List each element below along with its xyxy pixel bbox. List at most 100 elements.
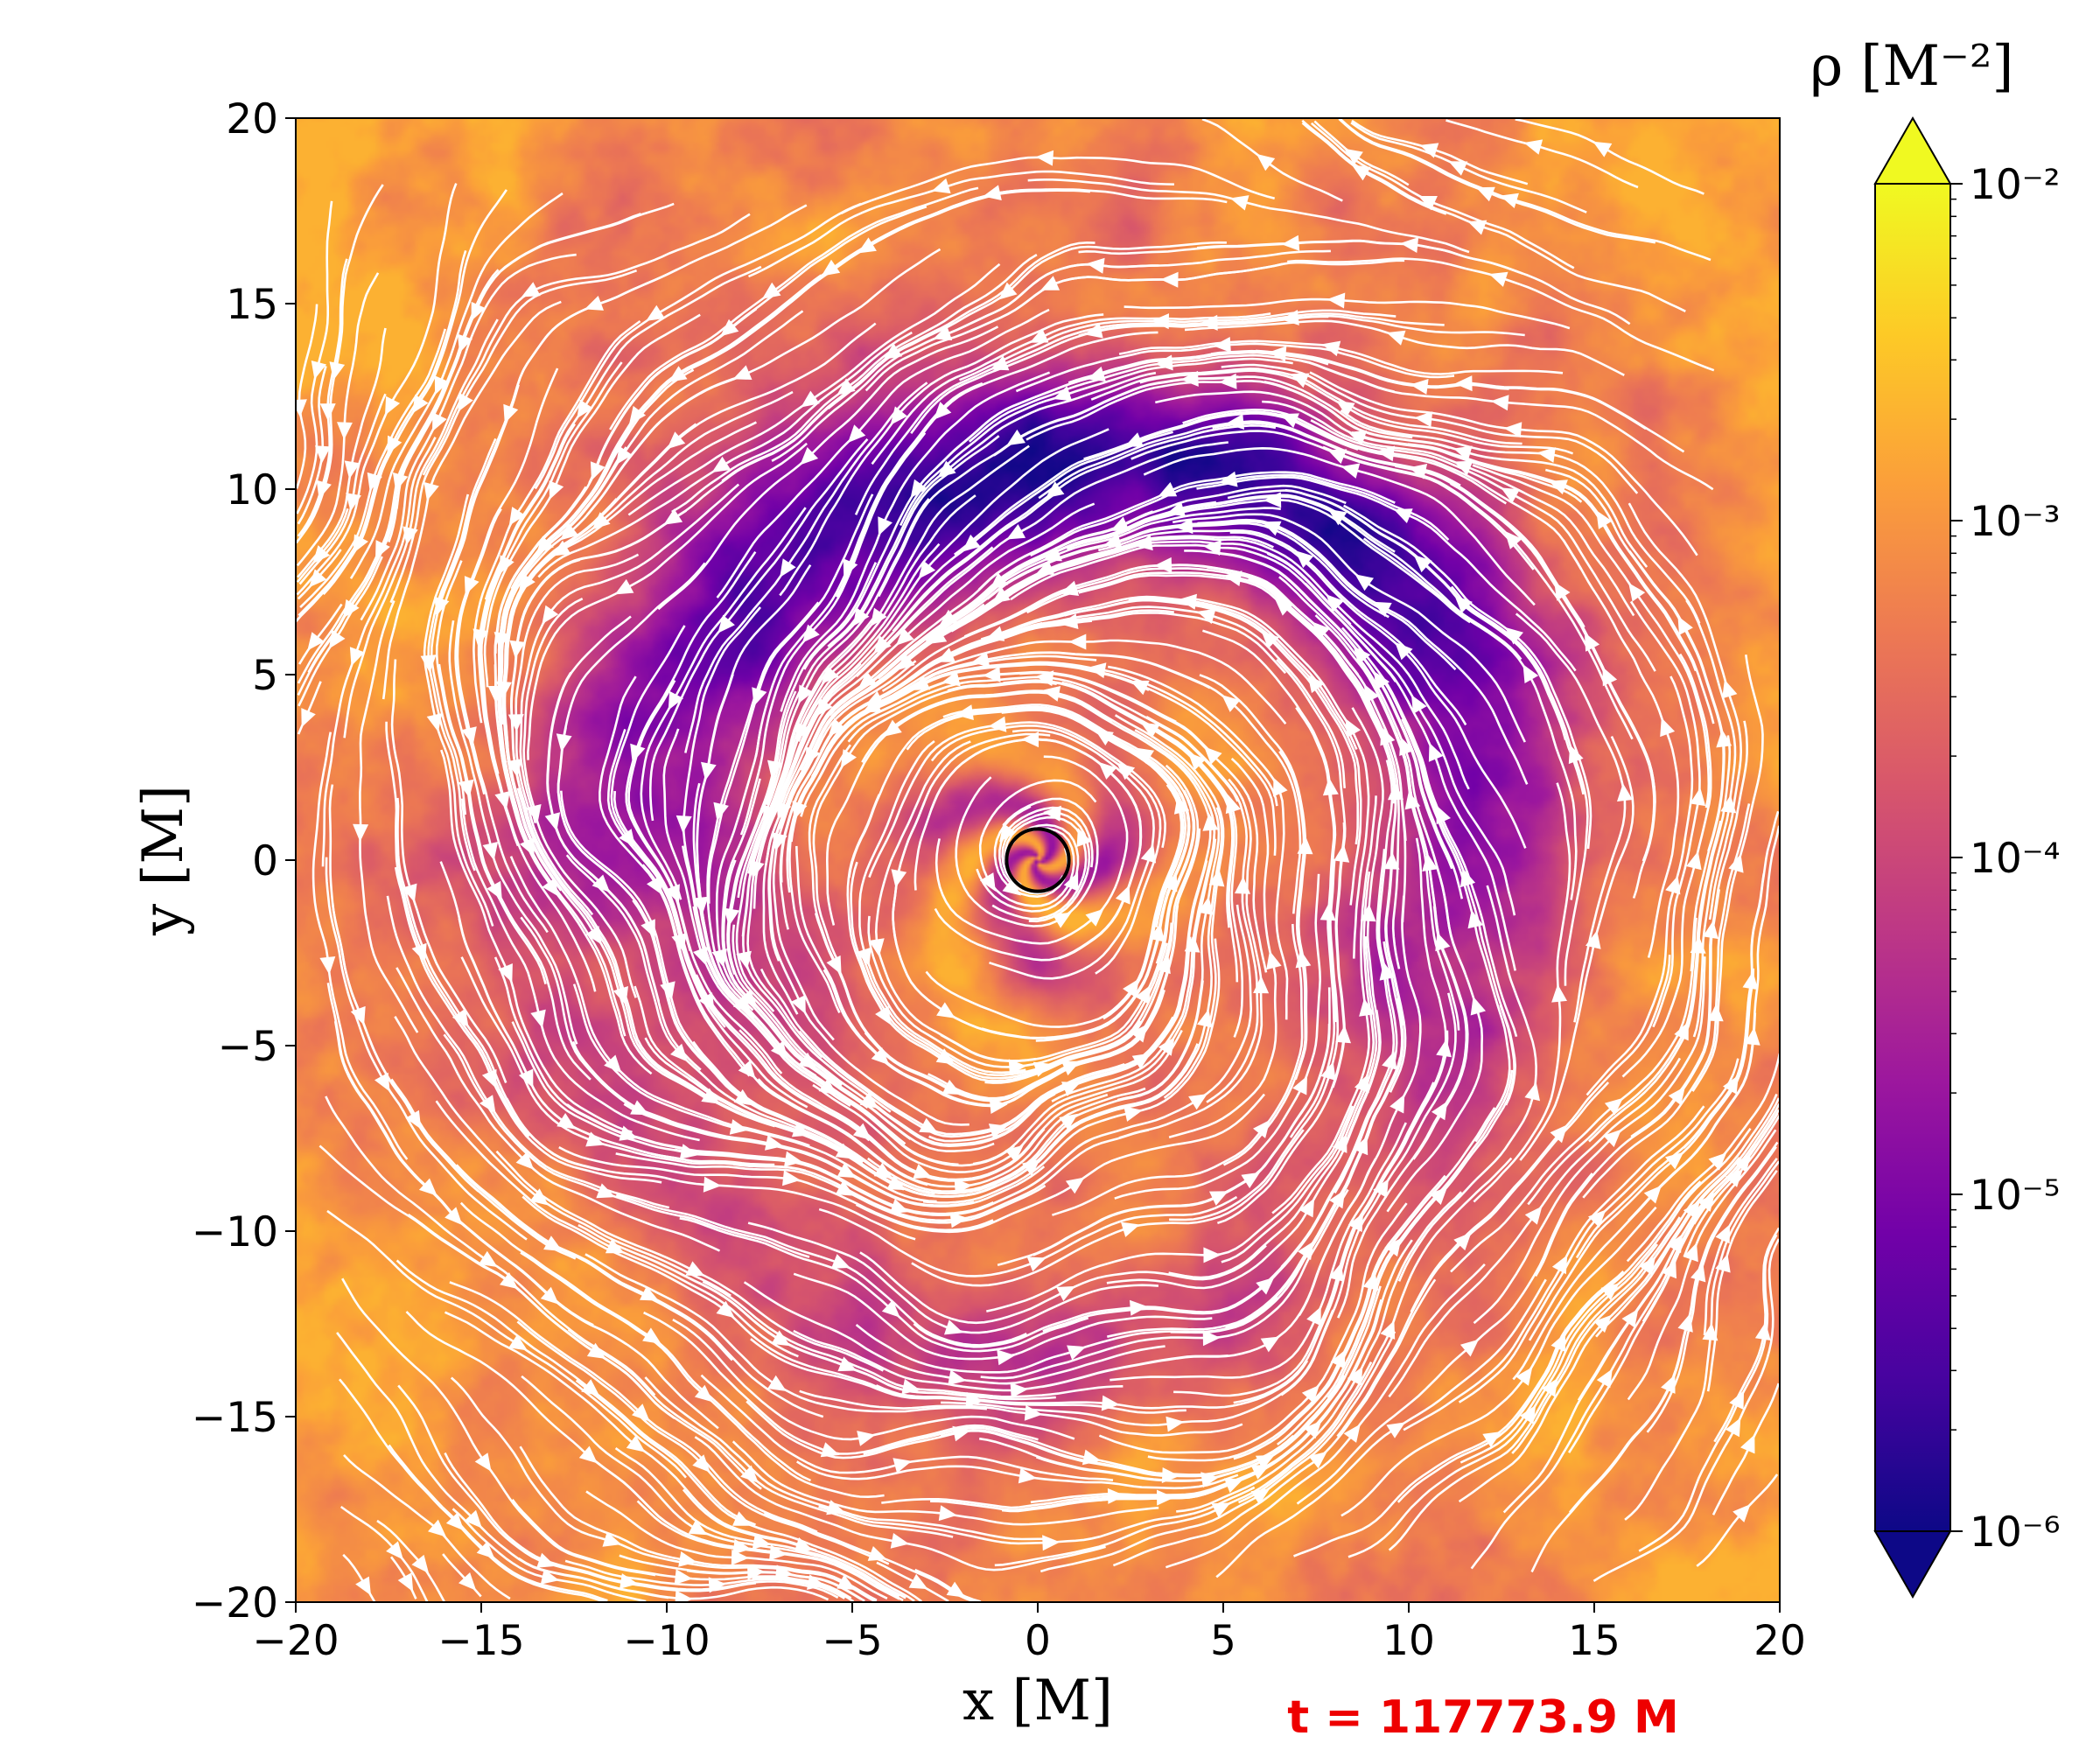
streamline-arrow [344,460,360,480]
streamline-arrow [1454,375,1473,392]
streamline [780,371,1051,712]
streamline-arrow [1045,481,1065,499]
streamline-arrow [642,1327,662,1344]
streamline [925,784,1183,1028]
streamline-arrow [1390,1094,1405,1114]
streamline-arrow [1213,337,1231,353]
streamline-arrow [1198,896,1214,915]
streamline [298,556,383,707]
streamline [452,1508,647,1602]
streamline-arrow [1604,1097,1623,1116]
streamline [322,189,508,596]
streamline [840,156,1276,215]
streamline-arrow [1436,805,1451,825]
streamline [1169,858,1340,1222]
streamline [858,739,1026,1074]
streamline [1280,849,1396,1268]
streamline-arrow [309,569,327,588]
streamline [514,553,640,916]
streamline [1078,239,1523,275]
streamline-arrow [1683,1242,1698,1263]
y-tick-label: −10 [192,1208,278,1256]
streamline [1293,1270,1625,1558]
streamline [299,328,447,609]
streamline [1470,1192,1715,1570]
streamline [1586,676,1694,1096]
streamline [765,435,1000,806]
streamline [998,806,1094,895]
streamline [519,483,740,824]
streamline [1035,1285,1382,1482]
streamline-arrow [1235,876,1250,894]
streamline [484,265,762,600]
streamline [779,502,1096,808]
streamline-arrow [1292,1075,1307,1096]
streamline-arrow [1029,328,1049,343]
streamline [671,253,1038,514]
streamline [615,1194,1027,1347]
streamline-arrow [1683,1200,1700,1220]
streamline-arrow [1588,1209,1606,1228]
streamline [1278,576,1466,974]
streamline-arrow [1380,1320,1396,1340]
streamline-arrow [1395,641,1413,661]
streamline-arrow [1742,971,1759,990]
streamline-arrow [840,749,857,768]
streamline-arrow [1121,1222,1140,1237]
streamline [326,1209,687,1479]
streamline-arrow [1660,718,1676,738]
streamline [977,471,1396,592]
streamline-arrow [412,394,429,414]
streamline-arrow [1503,422,1522,438]
y-tick-label: −15 [192,1394,278,1442]
streamline [575,1379,922,1602]
streamline [585,248,942,516]
streamline-arrow [771,1330,791,1347]
streamline-arrow [1250,1488,1270,1505]
y-tick-label: 0 [252,837,278,886]
streamline-arrow [856,947,872,967]
streamline [850,861,1142,1080]
streamline-arrow [1639,1256,1656,1276]
streamline-arrow [692,1454,710,1473]
streamline-arrow [1052,912,1072,928]
streamline-arrow [544,812,561,831]
streamline-arrow [586,1342,606,1359]
streamline-arrow [1522,664,1539,683]
streamline [1301,122,1447,215]
streamline-arrow [1202,1330,1221,1347]
streamline [934,755,1129,945]
streamline-arrow [577,399,593,419]
streamline-arrow [1130,1299,1148,1316]
streamline [1685,599,1737,1038]
streamline-arrow [663,508,683,525]
streamline [394,1016,732,1297]
streamline [511,1021,892,1208]
streamline [1196,475,1577,672]
streamline-arrow [536,536,554,555]
streamline [359,600,419,1033]
streamline-arrow [471,301,486,321]
streamline-arrow [1448,161,1468,176]
streamline [1351,119,1529,186]
streamline-arrow [780,558,796,578]
streamline-arrow [1261,630,1279,649]
streamline-arrow [1353,646,1371,665]
streamline [455,1164,824,1418]
streamline [1646,1145,1777,1433]
streamline [1212,422,1586,628]
streamline [799,1390,1243,1437]
streamline-arrow [350,1005,366,1026]
streamline [522,1195,919,1399]
streamline-arrow [983,666,1001,682]
streamline-arrow [770,1040,788,1060]
streamline [1061,681,1243,1038]
streamline-arrow [619,829,636,848]
streamline-arrow [337,422,353,440]
streamline [1199,674,1308,1081]
streamline [679,1217,1089,1353]
streamline [980,595,1358,751]
streamline-arrow [1335,1025,1351,1044]
streamline-arrow [1123,978,1139,998]
streamline-arrow [464,1509,482,1529]
